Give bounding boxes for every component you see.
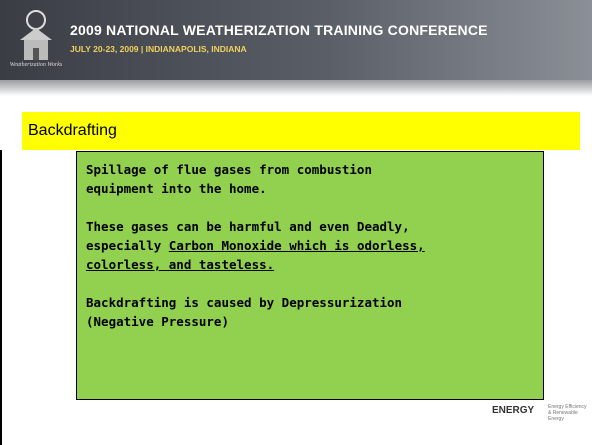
slide-heading: Backdrafting xyxy=(22,112,580,150)
text-line: Backdrafting is caused by Depressurizati… xyxy=(86,293,543,312)
text-line: These gases can be harmful and even Dead… xyxy=(86,217,543,236)
text-segment: Carbon Monoxide which is odorless, xyxy=(169,238,425,253)
text-segment: Backdrafting is caused by Depressurizati… xyxy=(86,295,402,310)
text-line: Spillage of flue gases from combustion xyxy=(86,160,543,179)
text-segment: (Negative Pressure) xyxy=(86,314,229,329)
energy-caption: Energy Efficiency & Renewable Energy xyxy=(548,404,590,422)
paragraph: These gases can be harmful and even Dead… xyxy=(86,217,543,274)
text-segment: These gases can be harmful and even Dead… xyxy=(86,219,410,234)
conference-title: 2009 NATIONAL WEATHERIZATION TRAINING CO… xyxy=(70,22,488,38)
left-edge xyxy=(0,150,2,445)
text-segment: Spillage of flue gases from combustion xyxy=(86,162,372,177)
header-band: Weatherization Works 2009 NATIONAL WEATH… xyxy=(0,0,592,80)
paragraph: Backdrafting is caused by Depressurizati… xyxy=(86,293,543,331)
header-fade xyxy=(0,80,592,96)
text-segment: especially xyxy=(86,238,169,253)
text-line: (Negative Pressure) xyxy=(86,312,543,331)
text-line: especially Carbon Monoxide which is odor… xyxy=(86,236,543,255)
paragraph: Spillage of flue gases from combustion eq… xyxy=(86,160,543,198)
text-segment: equipment into the home. xyxy=(86,181,267,196)
content-box: Spillage of flue gases from combustion eq… xyxy=(76,151,544,400)
conference-subtitle: JULY 20-23, 2009 | INDIANAPOLIS, INDIANA xyxy=(70,44,247,54)
text-line: colorless, and tasteless. xyxy=(86,255,543,274)
text-segment: colorless, and tasteless. xyxy=(86,257,274,272)
slide: Weatherization Works 2009 NATIONAL WEATH… xyxy=(0,0,592,445)
logo-text: Weatherization Works xyxy=(6,62,66,68)
text-line: equipment into the home. xyxy=(86,179,543,198)
energy-logo: ENERGY xyxy=(492,405,534,416)
